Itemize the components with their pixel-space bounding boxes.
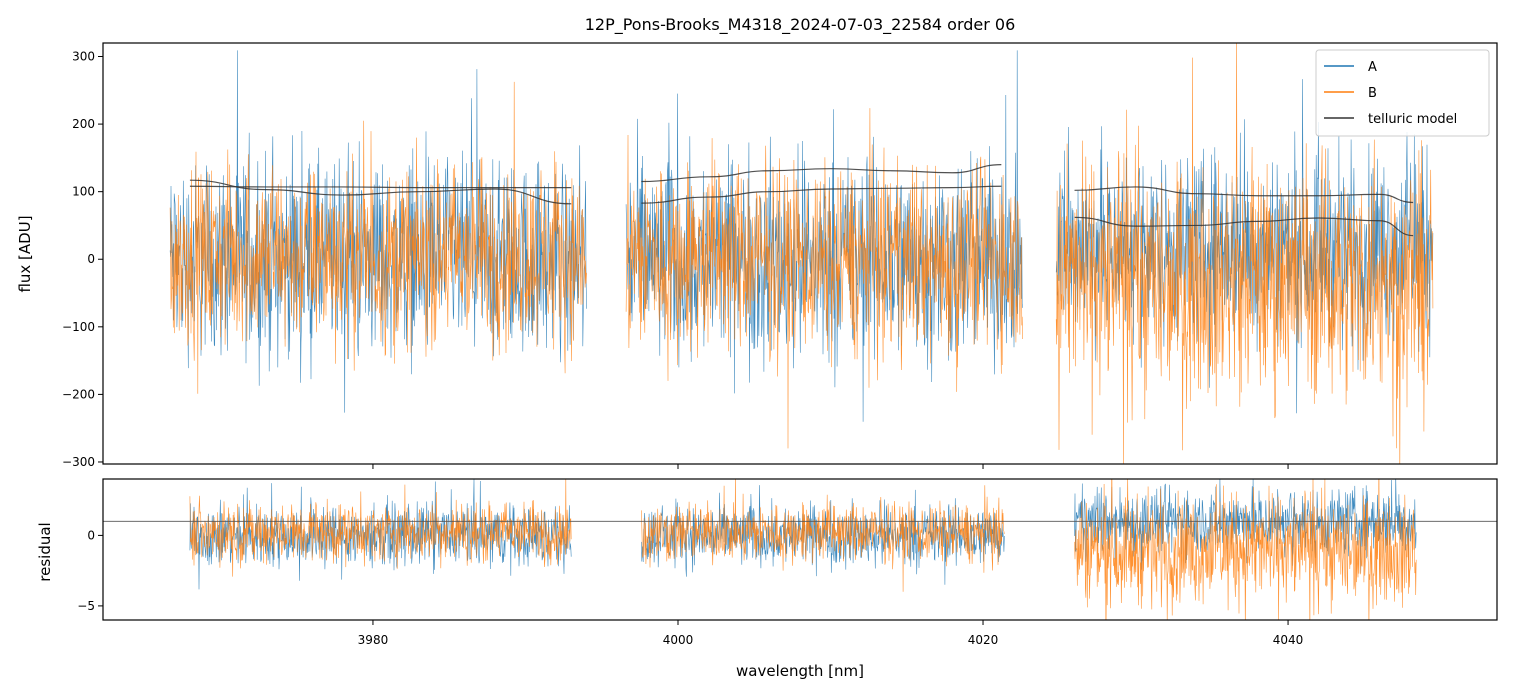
residual-ytick-label: 0 [87,528,95,542]
residual-series-a-segment-3 [1074,479,1417,574]
x-axis-label: wavelength [nm] [736,662,864,680]
flux-x-axis [372,464,1289,469]
flux-ytick-label: −200 [62,387,95,401]
residual-xtick-label: 4020 [968,633,999,647]
flux-ytick-label: 200 [72,117,95,131]
legend: A B telluric model [1315,49,1490,137]
flux-ytick-label: 0 [87,252,95,266]
flux-series-b-segment-2 [625,108,1023,449]
residual-series-b-segment-2 [641,479,1005,592]
flux-ytick-label: 100 [72,185,95,199]
telluric-model-line-1 [189,179,572,205]
legend-label-telluric: telluric model [1368,112,1457,127]
residual-x-axis: 3980 4000 4020 4040 [358,620,1304,647]
flux-y-axis-label: flux [ADU] [16,215,34,292]
residual-xtick-label: 4000 [663,633,694,647]
residual-series-b-segment-1 [189,479,572,577]
telluric-model-line-3 [641,164,1002,183]
residual-ytick-label: −5 [77,599,95,613]
residual-y-axis: −5 0 [77,528,103,613]
flux-series-a-segment-1 [169,50,587,413]
flux-series-b-segment-3 [1055,43,1434,464]
residual-series-b-segment-3 [1074,479,1417,620]
telluric-model-line-5 [1074,186,1414,204]
flux-y-axis: −300 −200 −100 0 100 200 300 [62,50,103,469]
residual-plot-area [103,479,1497,620]
flux-axes-frame [102,42,1498,465]
residual-xtick-label: 3980 [358,633,389,647]
flux-series-b-segment-1 [169,81,587,394]
residual-axes-frame [102,478,1498,621]
legend-label-a: A [1368,60,1377,75]
telluric-model-line-2 [189,185,572,189]
flux-ytick-label: −300 [62,455,95,469]
telluric-model-line-6 [1074,216,1414,237]
flux-ytick-label: 300 [72,50,95,64]
residual-xtick-label: 4040 [1273,633,1304,647]
legend-box [1315,49,1490,137]
flux-ytick-label: −100 [62,320,95,334]
telluric-model-line-4 [641,185,1002,204]
residual-y-axis-label: residual [36,522,54,581]
chart-title: 12P_Pons-Brooks_M4318_2024-07-03_22584 o… [585,15,1016,35]
flux-plot-area [169,43,1434,464]
legend-label-b: B [1368,86,1377,101]
